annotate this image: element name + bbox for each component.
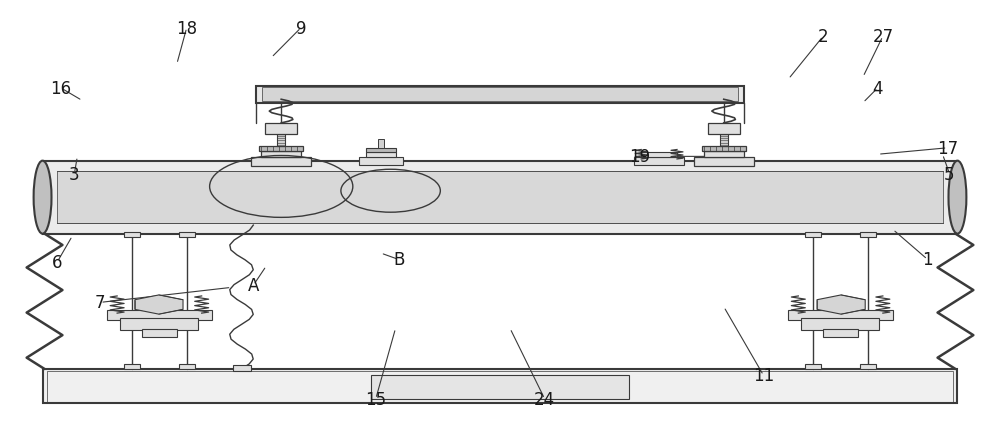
Polygon shape bbox=[135, 295, 183, 314]
Text: 5: 5 bbox=[944, 165, 955, 183]
Text: 3: 3 bbox=[69, 165, 80, 183]
Text: 1: 1 bbox=[922, 251, 933, 269]
Text: B: B bbox=[393, 251, 404, 269]
Ellipse shape bbox=[34, 161, 52, 234]
Bar bbox=[359, 158, 403, 166]
Bar bbox=[57, 172, 943, 224]
Text: 11: 11 bbox=[753, 367, 774, 385]
Bar bbox=[801, 319, 879, 331]
Bar bbox=[805, 364, 821, 369]
Text: 2: 2 bbox=[818, 28, 829, 46]
Bar bbox=[179, 233, 195, 237]
Bar bbox=[634, 158, 684, 166]
Text: 7: 7 bbox=[95, 294, 105, 312]
Bar bbox=[366, 153, 396, 158]
Bar bbox=[378, 140, 384, 148]
Bar bbox=[641, 153, 677, 158]
Bar bbox=[262, 88, 738, 102]
Bar bbox=[259, 146, 303, 151]
Bar bbox=[233, 365, 251, 371]
Bar bbox=[366, 148, 396, 153]
Text: 24: 24 bbox=[534, 390, 555, 408]
Bar bbox=[47, 371, 953, 401]
Bar bbox=[261, 151, 301, 158]
Text: 15: 15 bbox=[365, 390, 386, 408]
Bar bbox=[107, 310, 212, 320]
Bar bbox=[860, 233, 876, 237]
Bar bbox=[256, 86, 744, 103]
Bar bbox=[43, 369, 957, 403]
Bar bbox=[124, 364, 140, 369]
Bar bbox=[371, 375, 629, 399]
Bar bbox=[277, 134, 285, 146]
Bar bbox=[860, 364, 876, 369]
Bar bbox=[704, 151, 744, 158]
Bar bbox=[43, 161, 957, 234]
Polygon shape bbox=[817, 295, 865, 314]
Bar bbox=[720, 134, 728, 146]
Text: 19: 19 bbox=[629, 148, 650, 166]
Ellipse shape bbox=[948, 161, 966, 234]
Text: 4: 4 bbox=[873, 79, 883, 98]
Text: 9: 9 bbox=[296, 20, 306, 37]
Bar bbox=[120, 319, 198, 331]
Bar bbox=[179, 364, 195, 369]
Bar bbox=[708, 124, 740, 134]
Bar bbox=[694, 158, 754, 167]
Text: 16: 16 bbox=[50, 79, 71, 98]
Bar bbox=[124, 233, 140, 237]
Text: 17: 17 bbox=[937, 139, 958, 158]
Text: A: A bbox=[248, 276, 259, 295]
Bar bbox=[788, 310, 893, 320]
Bar bbox=[805, 233, 821, 237]
Bar bbox=[251, 158, 311, 167]
Bar bbox=[823, 329, 858, 337]
Bar bbox=[265, 124, 297, 134]
Text: 6: 6 bbox=[52, 253, 63, 271]
Bar bbox=[702, 146, 746, 151]
Text: 18: 18 bbox=[176, 20, 197, 37]
Bar bbox=[142, 329, 177, 337]
Text: 27: 27 bbox=[872, 28, 893, 46]
